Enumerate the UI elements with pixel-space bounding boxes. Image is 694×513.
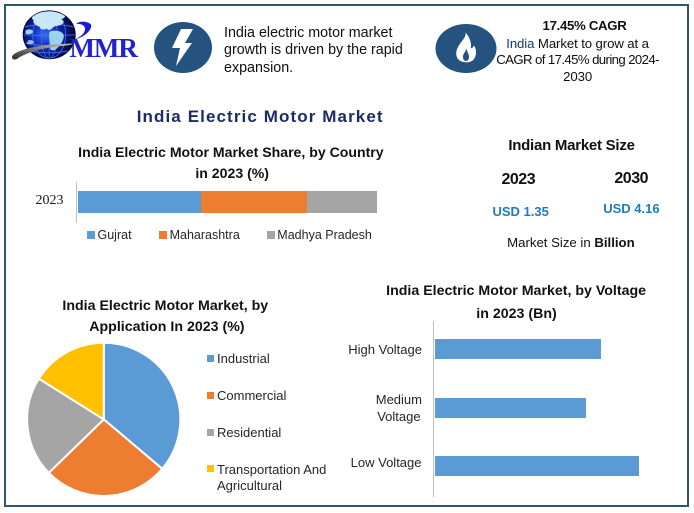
svg-text:MMR: MMR [70, 33, 139, 63]
